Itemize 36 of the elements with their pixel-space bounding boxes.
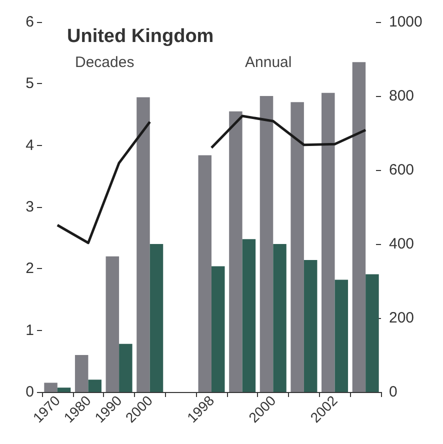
bar (44, 382, 58, 392)
bar (273, 244, 286, 392)
bar (352, 62, 366, 392)
bar (136, 97, 150, 392)
bar (290, 102, 304, 392)
bar (150, 244, 164, 392)
y2-tick-label: 1000 (389, 14, 422, 30)
bar (74, 355, 88, 392)
bar (229, 111, 242, 392)
bar (304, 260, 318, 392)
annotation: Annual (245, 54, 292, 71)
bar (242, 239, 256, 392)
bar (106, 256, 120, 392)
y-tick-label: 4 (26, 136, 34, 154)
y2-tick-label: 200 (389, 310, 414, 326)
bar (198, 155, 212, 392)
y2-tick-label: 0 (389, 384, 398, 400)
bar (212, 266, 225, 392)
bar (260, 96, 274, 392)
y-tick-label: 2 (26, 260, 34, 278)
bar (57, 388, 71, 392)
bar (334, 280, 348, 392)
chart-title: United Kingdom (67, 26, 214, 47)
y2-tick-label: 400 (389, 236, 414, 252)
y-tick-label: 1 (26, 322, 34, 339)
bar (88, 380, 102, 392)
y-tick-label: 6 (26, 14, 34, 30)
y2-tick-label: 600 (389, 162, 414, 178)
bar (119, 344, 132, 392)
y-tick-label: 5 (26, 75, 34, 92)
y2-tick-label: 800 (389, 88, 414, 104)
annotation: Decades (75, 54, 134, 71)
y-tick-label: 0 (26, 384, 34, 400)
y-tick-label: 3 (26, 198, 34, 216)
bar (322, 92, 335, 392)
bar (366, 274, 379, 392)
